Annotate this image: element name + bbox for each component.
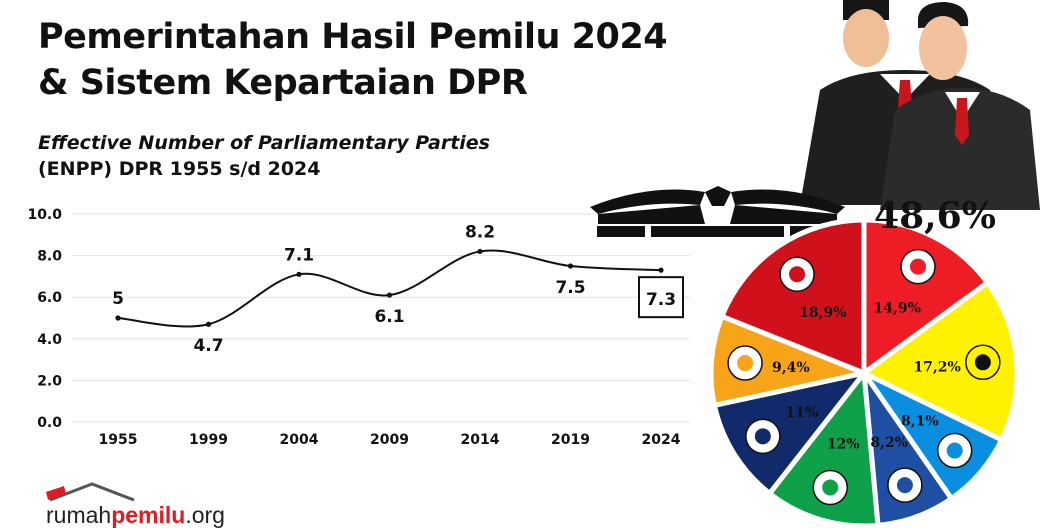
y-axis-ticks: 0.0 2.0 4.0 6.0 8.0 10.0 — [27, 207, 62, 431]
pie-slice — [719, 217, 867, 376]
wave-sphere-icon — [745, 418, 781, 455]
banyan-tree-icon — [965, 344, 1001, 381]
pie-slice — [711, 370, 867, 496]
data-label: 5 — [112, 289, 124, 309]
enpp-point — [477, 248, 483, 255]
x-tick-label: 2019 — [551, 432, 590, 448]
globe-stars-icon — [812, 469, 848, 506]
pie-slice-label: 11% — [785, 405, 818, 421]
highlight-box — [638, 276, 684, 319]
x-tick-label: 2024 — [642, 432, 681, 448]
enpp-point — [205, 321, 212, 327]
politicians-illustration — [800, 0, 1040, 210]
parliament-building-icon — [590, 186, 845, 237]
data-label: 4.7 — [193, 336, 223, 356]
enpp-point — [567, 263, 574, 269]
pie-slice — [861, 370, 954, 525]
data-label: 6.1 — [374, 307, 404, 327]
bull-head-icon — [779, 256, 815, 292]
pie-slice-labels: 14,9% 17,2% 8,1% 8,2% 12% 11% 9,4% 18,9% — [727, 248, 1001, 506]
chart-subtitle: Effective Number of Parliamentary Partie… — [38, 130, 490, 182]
garuda-icon — [900, 248, 936, 285]
pie-slice — [767, 370, 881, 525]
data-label: 7.5 — [555, 278, 585, 298]
pie-slice-label: 9,4% — [772, 360, 810, 376]
title-line-2: & Sistem Kepartaian DPR — [38, 63, 528, 103]
pie-slice-label: 8,2% — [870, 435, 908, 451]
pie-slice-label: 14,9% — [874, 301, 921, 317]
pie-slice — [861, 217, 990, 376]
pie-slice-label: 17,2% — [913, 359, 960, 375]
logo-text-light: rumah — [46, 502, 112, 528]
x-axis-ticks: 1955 1999 2004 2009 2014 2019 2024 — [99, 432, 681, 448]
y-tick-label: 2.0 — [37, 373, 62, 389]
x-tick-label: 2014 — [461, 432, 500, 448]
house-roof-icon — [46, 482, 135, 502]
subtitle-line-1: Effective Number of Parliamentary Partie… — [38, 132, 490, 154]
crescent-icon — [727, 345, 763, 381]
rumahpemilu-logo: rumahpemilu.org — [42, 478, 282, 528]
subtitle-line-2: (ENPP) DPR 1955 s/d 2024 — [38, 158, 321, 180]
enpp-data-labels: 5 4.7 7.1 6.1 8.2 7.5 7.3 — [112, 222, 684, 356]
pie-slice — [861, 280, 1020, 443]
y-tick-label: 4.0 — [37, 332, 62, 348]
x-tick-label: 1999 — [189, 432, 228, 448]
enpp-points — [115, 248, 664, 327]
logo-text-tail: .org — [185, 502, 225, 528]
y-tick-label: 0.0 — [37, 415, 62, 431]
page-title: Pemerintahan Hasil Pemilu 2024 & Sistem … — [38, 14, 668, 106]
enpp-point — [386, 292, 393, 298]
title-line-1: Pemerintahan Hasil Pemilu 2024 — [38, 17, 668, 57]
seat-share-pie — [708, 217, 1020, 525]
pie-slice-label: 18,9% — [799, 305, 846, 321]
y-tick-label: 6.0 — [37, 290, 62, 306]
logo-text-bold: pemilu — [111, 502, 186, 528]
enpp-point — [115, 315, 121, 321]
star-emblem-icon — [936, 432, 973, 469]
chart-grid — [72, 213, 690, 423]
x-tick-label: 2009 — [370, 432, 409, 448]
pie-slice-label: 12% — [827, 436, 860, 452]
data-label: 8.2 — [465, 222, 495, 242]
data-label: 7.1 — [284, 245, 314, 265]
pie-slice-label: 8,1% — [901, 414, 939, 430]
x-tick-label: 2004 — [280, 432, 319, 448]
y-tick-label: 8.0 — [37, 249, 62, 265]
enpp-point — [296, 271, 302, 277]
enpp-point — [658, 267, 664, 273]
x-tick-label: 1955 — [99, 432, 138, 448]
data-label: 7.3 — [646, 290, 676, 310]
y-tick-label: 10.0 — [27, 207, 62, 223]
triangle-flag-icon — [887, 467, 923, 503]
coalition-share-headline: 48,6% — [874, 195, 996, 237]
